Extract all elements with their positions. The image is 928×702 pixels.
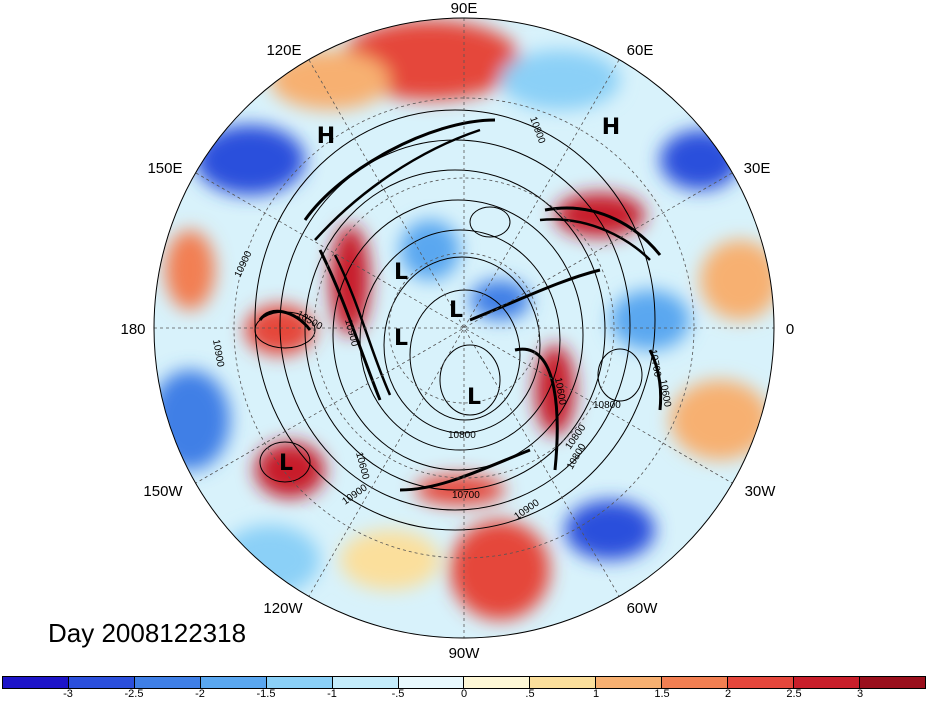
colorbar-segment [859,677,925,688]
colorbar-segment [530,677,597,688]
lon-label-30e: 30E [744,160,771,177]
height-contours [254,109,663,531]
lon-label-90w: 90W [449,645,481,662]
colorbar-tick-label: .5 [525,688,535,700]
map-boundary [153,17,775,639]
colorbar-segment [464,677,531,688]
lon-label-0: 0 [786,321,794,338]
colorbar-tick-label: 3 [856,688,864,700]
low-pressure-mark: L [394,260,408,285]
lon-label-60e: 60E [627,42,654,59]
colorbar-tick-label: -2.5 [124,688,144,700]
low-pressure-mark: L [449,298,463,323]
high-pressure-mark: H [602,115,620,140]
colorbar-tick-label: -1.5 [256,688,276,700]
colorbar-segment [134,677,201,688]
colorbar-tick-label: -2 [195,688,205,700]
colorbar-tick-label: 1.5 [654,688,670,700]
contour-label: 10900 [210,339,226,369]
pressure-system-marks: H H L L L L L [279,115,620,476]
low-pressure-mark: L [279,451,293,476]
contour-label: 10600 [552,377,568,407]
contour-value-labels: 10900 10900 10500 10900 10800 10600 1090… [210,115,673,522]
colorbar-tick-label: -3 [63,688,73,700]
colorbar-tick-label: 2 [724,688,732,700]
colorbar-segment [200,677,267,688]
longitude-labels: 90E 120E 60E 150E 30E 180 0 150W 30W 120… [120,0,794,662]
colorbar-segment [398,677,465,688]
high-pressure-mark: H [317,124,335,149]
colorbar-tick-label: 0 [460,688,468,700]
contour-label: 10800 [448,430,476,441]
colorbar-segment [68,677,135,688]
colorbar-segment [3,677,69,688]
colorbar-segment [728,677,795,688]
colorbar-tick-label: 1 [592,688,600,700]
lon-label-60w: 60W [627,600,659,617]
lon-label-120e: 120E [266,42,301,59]
lon-label-90e: 90E [451,0,478,17]
low-pressure-mark: L [394,326,408,351]
colorbar-segment [332,677,399,688]
day-title: Day 2008122318 [48,618,247,648]
colorbar-segment [596,677,663,688]
lon-label-150e: 150E [147,160,182,177]
lon-label-30w: 30W [745,483,777,500]
contour-label: 10700 [647,349,663,379]
colorbar-segment [794,677,860,688]
graticule [154,18,774,638]
colorbar-tick-label: -.5 [391,688,405,700]
lon-label-180: 180 [120,321,145,338]
contour-label: 10800 [593,400,621,411]
colorbar-tick-label: -1 [327,688,337,700]
contour-label: 10600 [657,379,673,409]
lon-label-120w: 120W [263,600,303,617]
colorbar-segment [662,677,729,688]
low-pressure-mark: L [467,385,481,410]
lon-label-150w: 150W [143,483,183,500]
contour-label: 10700 [452,490,480,501]
colorbar-segment [266,677,333,688]
color-scale-bar [2,676,926,689]
colorbar-tick-label: 2.5 [786,688,802,700]
